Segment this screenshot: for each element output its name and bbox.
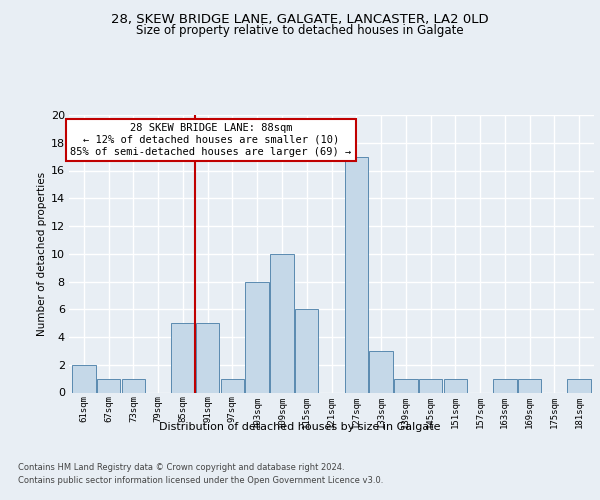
Text: Contains public sector information licensed under the Open Government Licence v3: Contains public sector information licen… xyxy=(18,476,383,485)
Bar xyxy=(295,309,319,392)
Text: Size of property relative to detached houses in Galgate: Size of property relative to detached ho… xyxy=(136,24,464,37)
Text: Contains HM Land Registry data © Crown copyright and database right 2024.: Contains HM Land Registry data © Crown c… xyxy=(18,462,344,471)
Bar xyxy=(419,378,442,392)
Bar xyxy=(72,365,95,392)
Bar xyxy=(97,378,121,392)
Bar xyxy=(221,378,244,392)
Bar xyxy=(369,351,393,393)
Text: 28 SKEW BRIDGE LANE: 88sqm
← 12% of detached houses are smaller (10)
85% of semi: 28 SKEW BRIDGE LANE: 88sqm ← 12% of deta… xyxy=(70,124,352,156)
Bar xyxy=(171,323,194,392)
Y-axis label: Number of detached properties: Number of detached properties xyxy=(37,172,47,336)
Bar xyxy=(568,378,591,392)
Bar xyxy=(245,282,269,393)
Bar xyxy=(196,323,220,392)
Bar xyxy=(344,156,368,392)
Bar xyxy=(518,378,541,392)
Bar xyxy=(443,378,467,392)
Bar xyxy=(122,378,145,392)
Bar xyxy=(493,378,517,392)
Bar xyxy=(270,254,294,392)
Text: Distribution of detached houses by size in Galgate: Distribution of detached houses by size … xyxy=(159,422,441,432)
Text: 28, SKEW BRIDGE LANE, GALGATE, LANCASTER, LA2 0LD: 28, SKEW BRIDGE LANE, GALGATE, LANCASTER… xyxy=(111,12,489,26)
Bar xyxy=(394,378,418,392)
